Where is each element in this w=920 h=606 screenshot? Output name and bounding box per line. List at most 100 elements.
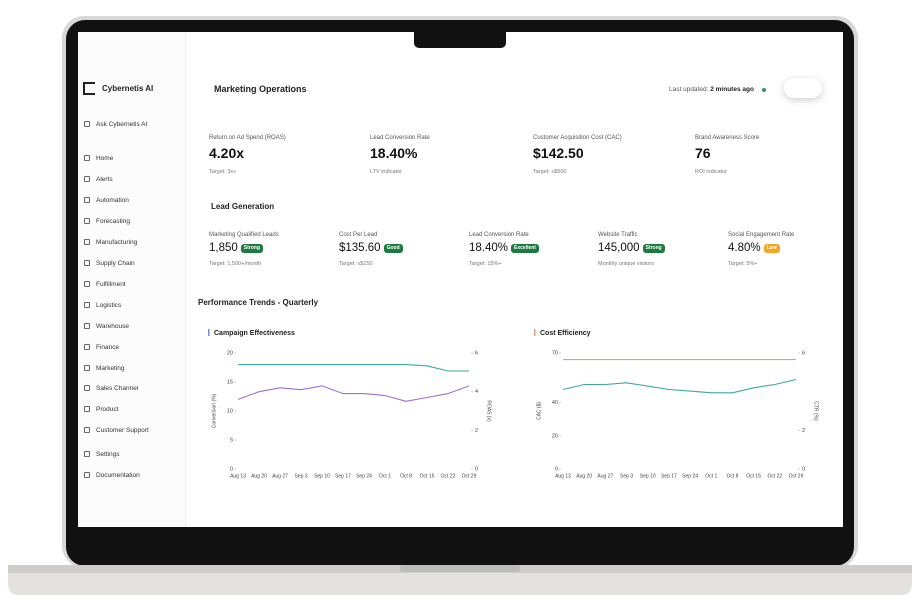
nav-item[interactable]: Automation [84, 197, 129, 204]
nav-item[interactable]: Sales Channel [84, 385, 139, 392]
x-tick-label: Aug 20 [251, 473, 267, 479]
page-title: Marketing Operations [214, 84, 307, 94]
lead-value: 4.80% [728, 242, 761, 254]
nav-item[interactable]: Finance [84, 344, 120, 351]
y-axis-label: CAC ($) [536, 402, 542, 420]
x-tick-label: Sep 17 [661, 473, 677, 479]
nav-icon [84, 385, 90, 391]
x-tick-label: Oct 8 [400, 473, 412, 479]
nav-item[interactable]: Customer Support [84, 427, 149, 434]
lead-value-row: 4.80% Low [728, 242, 843, 254]
camera-notch [414, 32, 506, 48]
x-tick-label: Sep 3 [294, 473, 307, 479]
nav-item[interactable]: Home [84, 155, 114, 162]
nav-icon [84, 239, 90, 245]
nav-item[interactable]: Manufacturing [84, 239, 137, 246]
y2-axis-label: ROAS (x) [486, 400, 492, 422]
kpi-card: Brand Awareness Score 76 ROI indicator [695, 135, 843, 175]
nav-icon [84, 155, 90, 161]
nav-label: Finance [96, 344, 120, 351]
nav-icon [84, 365, 90, 371]
y-tick-label: 40 [552, 400, 558, 406]
lead-value-row: 18.40% Excellent [469, 242, 589, 254]
nav-label: Home [96, 155, 114, 162]
kpi-note: Target: ≤$500 [533, 169, 567, 175]
nav-label: Product [96, 406, 119, 413]
kpi-label: Lead Conversion Rate [370, 135, 430, 141]
nav-item[interactable]: Product [84, 406, 119, 413]
x-tick-label: Sep 24 [356, 473, 372, 479]
lead-card: Marketing Qualified Leads 1,850 Strong Targ… [209, 232, 329, 267]
x-tick-label: Aug 13 [230, 473, 246, 479]
nav-item[interactable]: Logistics [84, 302, 121, 309]
nav-item[interactable]: Settings [84, 451, 120, 458]
nav-label: Forecasting [96, 218, 130, 225]
kpi-note: LTV indicator [370, 169, 402, 175]
nav-item[interactable]: Supply Chain [84, 260, 135, 267]
lead-value-row: 1,850 Strong [209, 242, 329, 254]
x-tick-label: Oct 22 [767, 473, 782, 479]
nav-item[interactable]: Alerts [84, 176, 113, 183]
y-tick-label: 20 [552, 433, 558, 439]
chart-title: Campaign Effectiveness [214, 330, 295, 337]
lead-value-row: 145,000 Strong [598, 242, 718, 254]
x-tick-label: Sep 24 [682, 473, 698, 479]
y-tick-label: 0 [555, 466, 558, 472]
y-tick-label: 15 [227, 379, 233, 385]
nav-icon [84, 472, 90, 478]
lead-note: Target: 1,500+/month [209, 261, 262, 267]
nav-icon [84, 406, 90, 412]
x-tick-label: Oct 29 [462, 473, 477, 479]
kpi-value: 4.20x [209, 145, 245, 161]
kpi-card: Return on Ad Spend (ROAS) 4.20x Target: 3x… [209, 135, 359, 175]
nav-item[interactable]: Marketing [84, 365, 125, 372]
badge: Low [763, 243, 780, 253]
nav-icon [84, 197, 90, 203]
y2-tick-label: 6 [802, 350, 805, 356]
y2-tick-label: 2 [802, 428, 805, 434]
theme-toggle[interactable] [784, 78, 822, 98]
lead-card: Lead Conversion Rate 18.40% Excellent Targe… [469, 232, 589, 267]
title-accent [534, 329, 536, 336]
nav-icon [84, 260, 90, 266]
ask-button[interactable]: Ask Cybernetis AI [84, 121, 147, 128]
section-title: Lead Generation [211, 202, 275, 211]
nav-icon [84, 323, 90, 329]
x-tick-label: Sep 3 [620, 473, 633, 479]
brand: Cybernetis AI [102, 84, 154, 93]
nav-item[interactable]: Fulfillment [84, 281, 126, 288]
nav-item[interactable]: Documentation [84, 472, 140, 479]
kpi-label: Customer Acquisition Cost (CAC) [533, 135, 622, 141]
nav-label: Warehouse [96, 323, 129, 330]
y2-tick-label: 0 [475, 466, 478, 472]
x-tick-label: Oct 29 [789, 473, 804, 479]
lead-label: Cost Per Lead [339, 232, 378, 238]
y2-tick-label: 2 [475, 428, 478, 434]
lead-value-row: $135.60 Good [339, 242, 459, 254]
nav-icon [84, 302, 90, 308]
series-line [238, 364, 469, 372]
nav-label: Sales Channel [96, 385, 139, 392]
x-tick-label: Aug 13 [555, 473, 571, 479]
nav-item[interactable]: Forecasting [84, 218, 130, 225]
x-tick-label: Oct 15 [746, 473, 761, 479]
x-tick-label: Oct 8 [726, 473, 738, 479]
y2-tick-label: 4 [475, 389, 478, 395]
logo [83, 82, 95, 95]
nav-icon [84, 451, 90, 457]
lead-note: Target: 15%+ [469, 261, 502, 267]
lead-label: Marketing Qualified Leads [209, 232, 279, 238]
nav-icon [84, 218, 90, 224]
lead-value: 18.40% [469, 242, 509, 254]
kpi-note: Target: 3x+ [209, 169, 237, 175]
kpi-label: Brand Awareness Score [695, 135, 760, 141]
sidebar: Cybernetis AI Ask Cybernetis AI Home Aler… [78, 32, 186, 527]
nav-item[interactable]: Warehouse [84, 323, 129, 330]
nav-label: Automation [96, 197, 129, 204]
y-tick-label: 0 [230, 466, 233, 472]
screen: Cybernetis AI Ask Cybernetis AI Home Aler… [78, 32, 843, 527]
lead-card: Website Traffic 145,000 Strong Monthly uniq… [598, 232, 718, 267]
kpi-card: Customer Acquisition Cost (CAC) $142.50 Ta… [533, 135, 683, 175]
chart-title: Cost Efficiency [540, 330, 591, 337]
lead-note: Target: 5%+ [728, 261, 758, 267]
